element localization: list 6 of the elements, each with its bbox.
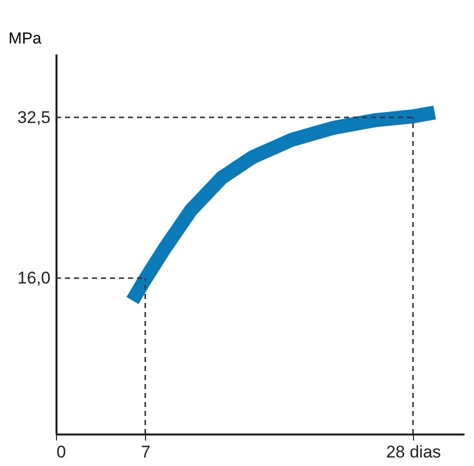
y-axis-title: MPa: [8, 30, 42, 48]
y-tick-label: 16,0: [17, 268, 50, 288]
x-tick-label: 7: [141, 442, 150, 462]
y-tick-label: 32,5: [17, 108, 50, 127]
x-tick-label: 0: [56, 442, 66, 462]
x-tick-label: 28 dias: [386, 442, 441, 462]
